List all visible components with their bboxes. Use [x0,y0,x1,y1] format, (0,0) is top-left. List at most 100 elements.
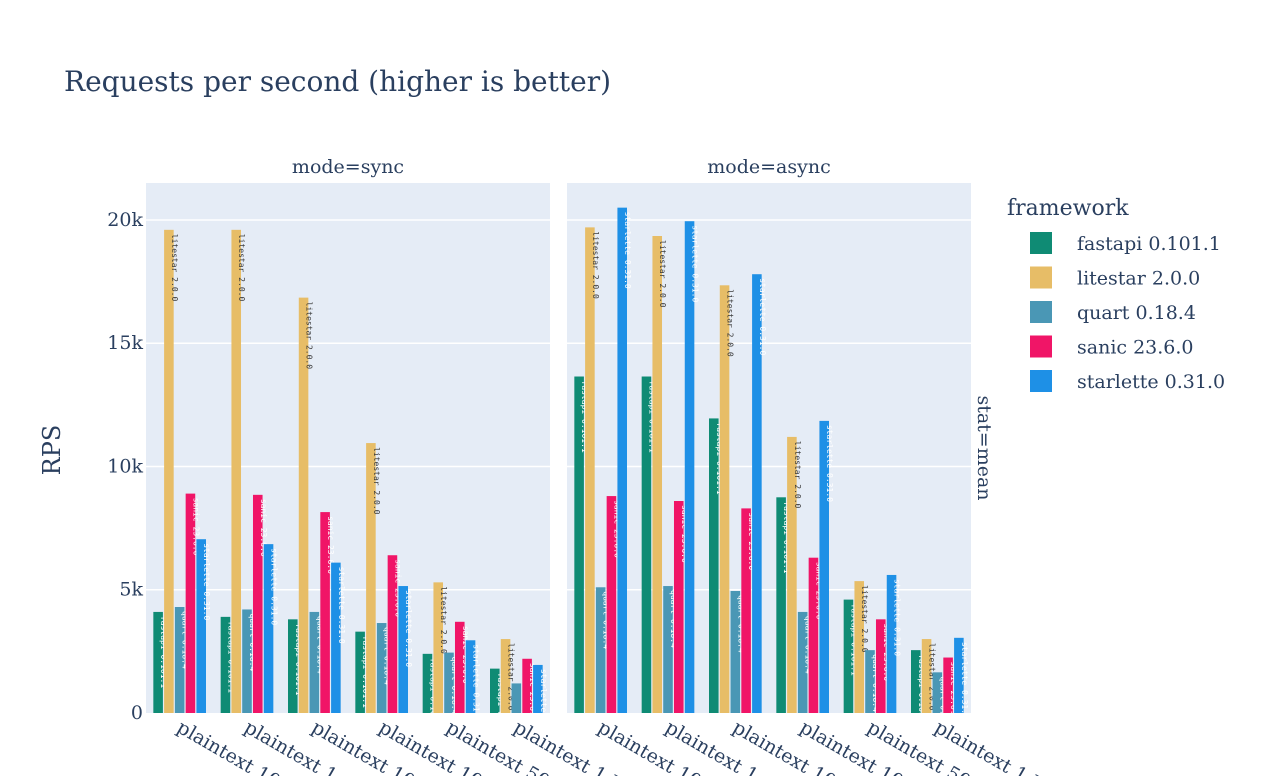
bar-label: litestar 2.0.0 [237,234,246,302]
bar-label: starlette 0.31.0 [691,225,700,302]
bar-label: litestar 2.0.0 [726,289,735,357]
bar-label: starlette 0.31.0 [404,590,413,667]
y-tick-label: 0 [131,702,143,724]
bar-label: fastapi 0.101.1 [647,381,656,453]
bar [298,297,309,713]
bar-label: litestar 2.0.0 [439,586,448,654]
legend-label: fastapi 0.101.1 [1077,233,1221,255]
legend-label: quart 0.18.4 [1077,302,1196,324]
bar-label: sanic 23.6.0 [259,499,268,557]
bar-label: fastapi 0.101.1 [496,673,505,745]
legend-swatch [1030,266,1052,289]
bar-label: starlette 0.31.0 [472,644,481,721]
legend-swatch [1030,232,1052,254]
bar-label: fastapi 0.101.1 [917,654,926,726]
bar [911,650,921,713]
bar [376,623,387,713]
bar [242,609,252,713]
y-tick-label: 10k [107,455,143,477]
bar [220,616,231,713]
bar-label: sanic 23.6.0 [393,559,402,617]
bar [331,562,341,713]
legend-item[interactable]: sanic 23.6.0 [1030,335,1194,359]
bar [787,436,797,713]
plot-background [146,183,550,713]
bar [522,658,532,713]
legend-label: starlette 0.31.0 [1077,371,1225,393]
bar-label: starlette 0.31.0 [539,669,548,746]
bar-label: litestar 2.0.0 [793,441,802,509]
bar-label: sanic 23.6.0 [191,498,200,556]
bar [663,586,673,713]
bar [932,672,943,713]
bar [776,497,786,713]
bar-label: litestar 2.0.0 [372,447,381,515]
bar-label: starlette 0.31.0 [758,278,767,355]
bar [288,619,298,713]
bar-label: starlette 0.31.0 [893,579,902,656]
bar [865,650,875,713]
legend-item[interactable]: fastapi 0.101.1 [1030,232,1221,255]
bar-label: quart 0.18.4 [450,657,459,715]
bar-label: sanic 23.6.0 [528,663,537,721]
legend-swatch [1030,335,1052,358]
bar [709,418,719,713]
bar [309,611,320,713]
y-tick-label: 5k [119,579,143,601]
bar [673,501,684,713]
bar [320,512,330,713]
legend-item[interactable]: starlette 0.31.0 [1030,370,1225,393]
bar-label: sanic 23.6.0 [814,562,823,620]
bar-label: sanic 23.6.0 [680,505,689,563]
legend: fastapi 0.101.1 litestar 2.0.0 quart 0.18.… [1030,232,1225,393]
bar [490,668,500,713]
bar [730,590,741,713]
bar [606,496,617,713]
bar [719,285,730,713]
bar [641,376,652,713]
bar-label: quart 0.18.4 [804,616,813,674]
bar [500,639,511,713]
bar-label: quart 0.18.4 [383,627,392,685]
bar-label: fastapi 0.101.1 [428,658,437,730]
bar-label: quart 0.18.4 [181,611,190,669]
bar-label: fastapi 0.101.1 [782,501,791,573]
bar [355,631,365,713]
row-facet-label: stat=mean [973,395,995,500]
bar-label: litestar 2.0.0 [860,585,869,653]
bar-label: starlette 0.31.0 [825,425,834,502]
bar-label: quart 0.18.4 [938,676,947,734]
bar-label: sanic 23.6.0 [326,516,335,574]
bar [422,653,433,713]
bar-label: quart 0.18.4 [736,595,745,653]
bar-label: sanic 23.6.0 [747,512,756,570]
bar-label: starlette 0.31.0 [337,567,346,644]
bar-label: starlette 0.31.0 [623,212,632,289]
bar [574,376,584,713]
bar [174,607,185,713]
bar-label: quart 0.18.4 [602,591,611,649]
legend-item[interactable]: litestar 2.0.0 [1030,266,1200,290]
bar [511,683,522,713]
bar [366,443,376,713]
bar-label: quart 0.18.4 [248,613,257,671]
legend-label: sanic 23.6.0 [1077,337,1194,359]
facet-title: mode=sync [292,156,404,178]
bar-label: litestar 2.0.0 [658,240,667,308]
facet-title: mode=async [707,156,830,178]
bar-label: sanic 23.6.0 [612,500,621,558]
bar-label: quart 0.18.4 [669,590,678,648]
bar-label: fastapi 0.101.1 [580,381,589,453]
bar [533,664,543,713]
bar [252,494,263,713]
bar-label: fastapi 0.101.1 [361,636,370,708]
plot-background [567,183,971,713]
bar [843,599,854,713]
y-axis-label: RPS [38,425,66,476]
legend-swatch [1030,370,1052,392]
bar [387,555,398,713]
bar [752,274,762,713]
y-tick-label: 15k [107,332,143,354]
legend-item[interactable]: quart 0.18.4 [1030,301,1196,324]
